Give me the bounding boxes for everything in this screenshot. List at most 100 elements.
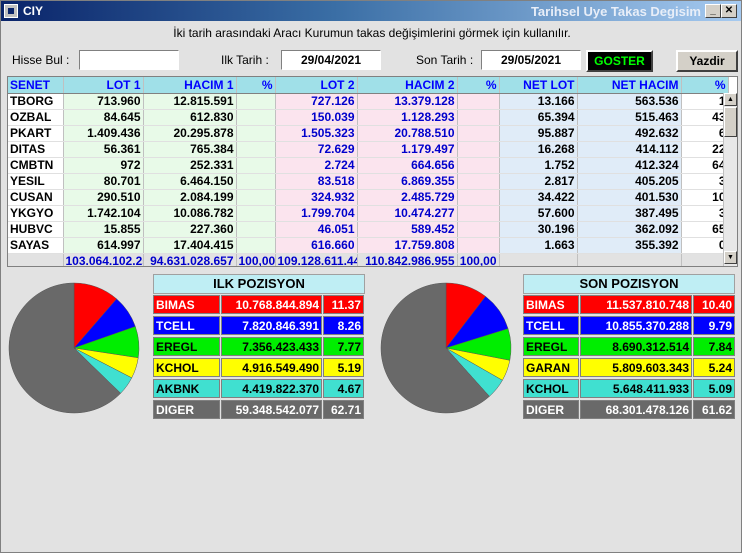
table-cell: 20.295.878 — [143, 125, 237, 142]
scroll-down-icon[interactable]: ▼ — [724, 251, 737, 264]
table-cell: 65 — [681, 221, 729, 238]
vertical-scrollbar[interactable]: ▲ ▼ — [723, 93, 737, 266]
table-row[interactable]: PKART 1.409.436 20.295.878 1.505.323 20.788.… — [8, 125, 729, 142]
start-date-label: Ilk Tarih : — [221, 53, 269, 67]
scroll-thumb[interactable] — [724, 107, 737, 137]
table-cell: 713.960 — [63, 93, 144, 110]
table-cell — [236, 109, 276, 126]
table-cell: 10 — [681, 189, 729, 206]
col-header[interactable]: SENET — [8, 77, 64, 94]
son-pozisyon-title: SON POZISYON — [523, 274, 735, 294]
table-cell: 1.179.497 — [357, 141, 458, 158]
table-cell — [457, 173, 500, 190]
col-header[interactable]: NET LOT — [499, 77, 578, 94]
position-symbol: TCELL — [523, 316, 579, 335]
position-row: TCELL 10.855.370.288 9.79 — [523, 316, 735, 336]
position-value: 5.809.603.343 — [580, 358, 692, 377]
table-cell: 13.379.128 — [357, 93, 458, 110]
table-cell — [236, 93, 276, 110]
table-cell: 1.409.436 — [63, 125, 144, 142]
position-row: KCHOL 4.916.549.490 5.19 — [153, 358, 365, 378]
table-row[interactable]: YESIL 80.701 6.464.150 83.518 6.869.355 2.817… — [8, 173, 729, 190]
start-date-field[interactable]: 29/04/2021 — [281, 50, 381, 70]
col-header[interactable]: % — [457, 77, 500, 94]
table-cell — [457, 205, 500, 222]
ilk-pozisyon-pie — [8, 282, 140, 414]
table-row[interactable]: TBORG 713.960 12.815.591 727.126 13.379.128 1… — [8, 93, 729, 110]
table-cell: 20.788.510 — [357, 125, 458, 142]
col-header[interactable]: LOT 1 — [63, 77, 144, 94]
app-icon — [4, 4, 18, 18]
table-cell: 616.660 — [275, 237, 358, 254]
col-header[interactable]: HACIM 2 — [357, 77, 458, 94]
table-cell: 972 — [63, 157, 144, 174]
table-cell: 362.092 — [577, 221, 682, 238]
table-cell: 10.474.277 — [357, 205, 458, 222]
window-subtitle: Tarihsel Uye Takas Degisim — [530, 4, 701, 19]
col-header[interactable]: % — [236, 77, 276, 94]
table-cell: 227.360 — [143, 221, 237, 238]
position-percent: 7.77 — [323, 337, 364, 356]
end-date-field[interactable]: 29/05/2021 — [481, 50, 581, 70]
col-header[interactable]: NET HACIM — [577, 77, 682, 94]
table-cell: 56.361 — [63, 141, 144, 158]
table-cell: 34.422 — [499, 189, 578, 206]
position-symbol: TCELL — [153, 316, 220, 335]
table-cell — [236, 125, 276, 142]
table-row[interactable]: HUBVC 15.855 227.360 46.051 589.452 30.196 362… — [8, 221, 729, 238]
table-cell: 355.392 — [577, 237, 682, 254]
table-cell: 0 — [681, 237, 729, 254]
search-input[interactable] — [79, 50, 179, 70]
goster-button[interactable]: GOSTER — [586, 50, 653, 72]
table-cell — [457, 189, 500, 206]
col-header[interactable]: HACIM 1 — [143, 77, 237, 94]
search-label: Hisse Bul : — [12, 53, 70, 67]
title-bar[interactable]: CIY Tarihsel Uye Takas Degisim _ ✕ — [1, 1, 741, 21]
table-cell: 563.536 — [577, 93, 682, 110]
table-row[interactable]: OZBAL 84.645 612.830 150.039 1.128.293 65.394… — [8, 109, 729, 126]
col-header[interactable]: % — [681, 77, 729, 94]
table-row[interactable]: CMBTN 972 252.331 2.724 664.656 1.752 412.324 6… — [8, 157, 729, 174]
position-value: 59.348.542.077 — [221, 400, 322, 419]
table-cell: 1.799.704 — [275, 205, 358, 222]
table-cell: 1.128.293 — [357, 109, 458, 126]
position-percent: 11.37 — [323, 295, 364, 314]
symbol-cell: OZBAL — [8, 109, 64, 126]
table-row[interactable]: CUSAN 290.510 2.084.199 324.932 2.485.729 34.… — [8, 189, 729, 206]
col-header[interactable]: LOT 2 — [275, 77, 358, 94]
ilk-pozisyon-title: ILK POZISYON — [153, 274, 365, 294]
position-row: KCHOL 5.648.411.933 5.09 — [523, 379, 735, 399]
data-grid[interactable]: SENET LOT 1 HACIM 1 % LOT 2 HACIM 2 % NE… — [7, 76, 738, 267]
position-value: 68.301.478.126 — [580, 400, 692, 419]
table-cell: 252.331 — [143, 157, 237, 174]
table-cell — [236, 141, 276, 158]
table-row[interactable]: YKGYO 1.742.104 10.086.782 1.799.704 10.474.… — [8, 205, 729, 222]
yazdir-button[interactable]: Yazdir — [676, 50, 738, 72]
position-row: DIGER 59.348.542.077 62.71 — [153, 400, 365, 420]
table-cell — [236, 221, 276, 238]
position-percent: 4.67 — [323, 379, 364, 398]
table-cell: 13.166 — [499, 93, 578, 110]
position-row: EREGL 7.356.423.433 7.77 — [153, 337, 365, 357]
table-cell — [457, 237, 500, 254]
table-row[interactable]: SAYAS 614.997 17.404.415 616.660 17.759.808 1… — [8, 237, 729, 254]
table-cell — [457, 157, 500, 174]
table-cell: 765.384 — [143, 141, 237, 158]
position-value: 7.356.423.433 — [221, 337, 322, 356]
symbol-cell: SAYAS — [8, 237, 64, 254]
minimize-icon[interactable]: _ — [705, 4, 721, 18]
scroll-up-icon[interactable]: ▲ — [724, 93, 737, 106]
position-symbol: DIGER — [523, 400, 579, 419]
son-pozisyon-pie — [380, 282, 512, 414]
position-symbol: EREGL — [153, 337, 220, 356]
table-row[interactable]: DITAS 56.361 765.384 72.629 1.179.497 16.268 4… — [8, 141, 729, 158]
position-row: BIMAS 11.537.810.748 10.40 — [523, 295, 735, 315]
table-cell: 664.656 — [357, 157, 458, 174]
close-icon[interactable]: ✕ — [721, 4, 737, 18]
position-value: 11.537.810.748 — [580, 295, 692, 314]
position-percent: 9.79 — [693, 316, 735, 335]
table-cell: 612.830 — [143, 109, 237, 126]
position-value: 10.855.370.288 — [580, 316, 692, 335]
position-symbol: EREGL — [523, 337, 579, 356]
position-value: 4.916.549.490 — [221, 358, 322, 377]
